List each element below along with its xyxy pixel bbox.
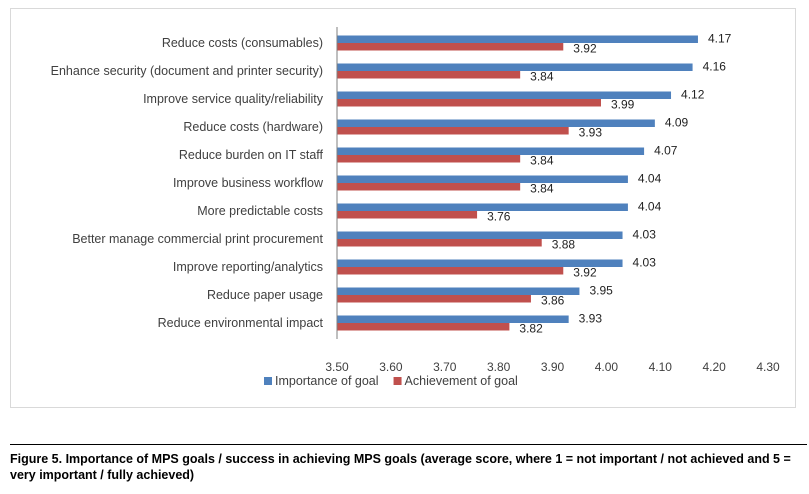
achievement-bar — [337, 267, 564, 275]
importance-bar — [337, 203, 628, 211]
importance-bar — [337, 147, 645, 155]
category-label: Improve business workflow — [173, 176, 324, 190]
legend: Importance of goal Achievement of goal — [264, 374, 518, 388]
achievement-value-label: 3.84 — [530, 154, 554, 168]
importance-bar — [337, 63, 693, 71]
achievement-bar — [337, 127, 569, 135]
figure-caption-block: Figure 5. Importance of MPS goals / succ… — [10, 444, 807, 483]
category-label: Reduce costs (hardware) — [183, 120, 323, 134]
category-label: Reduce paper usage — [207, 288, 323, 302]
category-label: Improve service quality/reliability — [143, 92, 324, 106]
category-label: Enhance security (document and printer s… — [51, 64, 323, 78]
labels-layer: Reduce costs (consumables) 4.17 3.92 Enhanc… — [51, 32, 732, 336]
importance-value-label: 3.95 — [589, 284, 613, 298]
importance-bar — [337, 91, 672, 99]
achievement-value-label: 3.88 — [552, 238, 576, 252]
importance-bar — [337, 315, 569, 323]
importance-value-label: 3.93 — [579, 312, 603, 326]
figure-caption: Figure 5. Importance of MPS goals / succ… — [10, 452, 791, 482]
x-tick-label: 4.00 — [595, 360, 619, 374]
importance-value-label: 4.04 — [638, 172, 662, 186]
achievement-value-label: 3.99 — [611, 98, 635, 112]
achievement-value-label: 3.82 — [519, 322, 543, 336]
category-label: Reduce environmental impact — [158, 316, 324, 330]
x-tick-label: 3.80 — [487, 360, 511, 374]
achievement-value-label: 3.93 — [579, 126, 603, 140]
bar-chart: 3.50 3.60 3.70 3.80 3.90 4.00 4.10 4.20 4.30 Red… — [51, 27, 780, 388]
x-tick-label: 4.10 — [649, 360, 673, 374]
achievement-value-label: 3.84 — [530, 70, 554, 84]
x-tick-label: 3.70 — [433, 360, 457, 374]
legend-swatch-achievement — [393, 377, 402, 385]
achievement-bar — [337, 155, 521, 163]
importance-value-label: 4.09 — [665, 116, 689, 130]
x-tick-label: 4.30 — [756, 360, 780, 374]
importance-value-label: 4.07 — [654, 144, 678, 158]
x-tick-label: 3.90 — [541, 360, 565, 374]
importance-bar — [337, 35, 698, 43]
importance-bar — [337, 287, 580, 295]
legend-label-importance: Importance of goal — [275, 374, 379, 388]
importance-bar — [337, 259, 623, 267]
achievement-bar — [337, 71, 521, 79]
achievement-bar — [337, 99, 601, 107]
importance-value-label: 4.17 — [708, 32, 732, 46]
achievement-bar — [337, 323, 510, 331]
category-label: Reduce costs (consumables) — [162, 36, 323, 50]
importance-value-label: 4.03 — [633, 228, 657, 242]
achievement-bar — [337, 239, 542, 247]
legend-swatch-importance — [264, 377, 272, 385]
achievement-bar — [337, 295, 531, 303]
importance-bar — [337, 231, 623, 239]
importance-value-label: 4.04 — [638, 200, 662, 214]
achievement-value-label: 3.86 — [541, 294, 565, 308]
importance-bar — [337, 119, 655, 127]
achievement-value-label: 3.76 — [487, 210, 511, 224]
axis-layer: 3.50 3.60 3.70 3.80 3.90 4.00 4.10 4.20 4.30 — [325, 27, 780, 374]
x-tick-label: 4.20 — [702, 360, 726, 374]
achievement-bar — [337, 211, 478, 219]
importance-value-label: 4.03 — [633, 256, 657, 270]
importance-value-label: 4.16 — [703, 60, 727, 74]
achievement-bar — [337, 183, 521, 191]
x-tick-label: 3.50 — [325, 360, 349, 374]
achievement-bar — [337, 43, 564, 51]
achievement-value-label: 3.92 — [573, 266, 597, 280]
x-tick-label: 3.60 — [379, 360, 403, 374]
importance-bar — [337, 175, 628, 183]
chart-frame: 3.50 3.60 3.70 3.80 3.90 4.00 4.10 4.20 4.30 Red… — [10, 8, 796, 408]
category-label: Improve reporting/analytics — [173, 260, 323, 274]
legend-label-achievement: Achievement of goal — [405, 374, 518, 388]
category-label: Better manage commercial print procureme… — [72, 232, 323, 246]
category-label: Reduce burden on IT staff — [179, 148, 324, 162]
importance-value-label: 4.12 — [681, 88, 705, 102]
category-label: More predictable costs — [197, 204, 323, 218]
bars-layer — [337, 35, 698, 331]
achievement-value-label: 3.92 — [573, 42, 597, 56]
achievement-value-label: 3.84 — [530, 182, 554, 196]
